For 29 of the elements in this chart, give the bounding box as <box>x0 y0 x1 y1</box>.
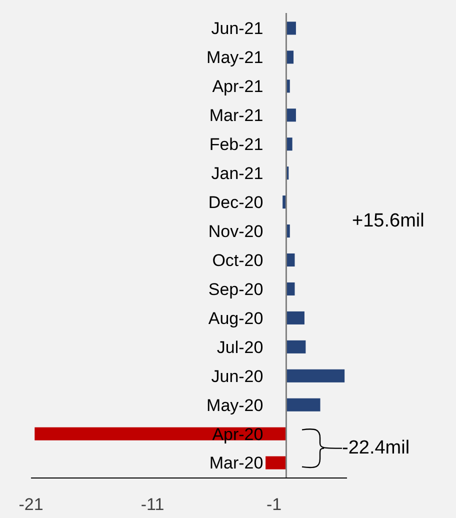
y-tick-label: Apr-21 <box>212 77 264 96</box>
bar <box>286 340 306 354</box>
y-tick-label: Sep-20 <box>208 280 264 299</box>
bar <box>286 22 296 35</box>
x-tick-label: -11 <box>140 495 164 514</box>
y-tick-label: Mar-20 <box>209 454 264 473</box>
y-tick-label: Jul-20 <box>216 338 264 357</box>
y-tick-label: Dec-20 <box>208 192 264 212</box>
bar <box>286 398 320 412</box>
y-tick-label: Mar-21 <box>209 106 264 126</box>
bar <box>286 138 292 151</box>
y-tick-label: Apr-20 <box>212 424 264 444</box>
bar <box>266 456 286 470</box>
y-tick-label: Feb-21 <box>209 135 264 154</box>
bar <box>286 369 345 382</box>
y-tick-label: Jun-21 <box>211 19 264 38</box>
y-tick-label: Jun-20 <box>211 366 264 386</box>
y-tick-label: Aug-20 <box>208 308 264 328</box>
annotation: -22.4mil <box>342 438 410 459</box>
bar <box>286 311 304 324</box>
y-tick-label: May-21 <box>206 48 264 68</box>
y-tick-label: Jan-21 <box>211 164 264 184</box>
x-tick-label: -1 <box>266 495 282 514</box>
x-tick-label: -21 <box>18 495 44 514</box>
bar <box>286 108 296 122</box>
y-tick-label: Oct-20 <box>212 250 264 270</box>
y-tick-label: Nov-20 <box>208 222 264 241</box>
text: +15.6mil <box>352 210 424 232</box>
y-tick-label: May-20 <box>206 396 264 415</box>
